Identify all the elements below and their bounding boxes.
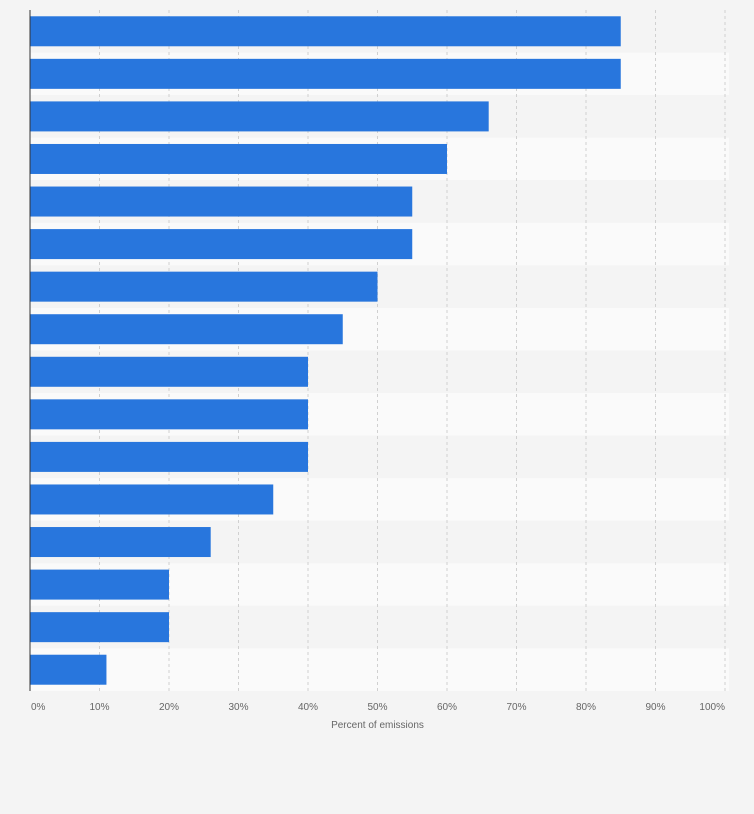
bar[interactable] bbox=[30, 399, 308, 430]
x-axis-title: Percent of emissions bbox=[331, 720, 424, 731]
bar[interactable] bbox=[30, 229, 413, 260]
x-tick-label: 10% bbox=[89, 702, 109, 713]
bar[interactable] bbox=[30, 101, 489, 132]
bar[interactable] bbox=[30, 356, 308, 387]
bar[interactable] bbox=[30, 654, 107, 685]
bar[interactable] bbox=[30, 441, 308, 472]
bar[interactable] bbox=[30, 527, 211, 558]
x-tick-label: 50% bbox=[367, 702, 387, 713]
bar[interactable] bbox=[30, 484, 274, 515]
bar[interactable] bbox=[30, 271, 378, 302]
bar[interactable] bbox=[30, 314, 343, 345]
x-tick-label: 40% bbox=[298, 702, 318, 713]
x-tick-label: 80% bbox=[576, 702, 596, 713]
bar[interactable] bbox=[30, 16, 621, 47]
x-tick-label: 20% bbox=[159, 702, 179, 713]
bars bbox=[30, 16, 621, 685]
bar[interactable] bbox=[30, 143, 447, 174]
x-tick-label: 90% bbox=[645, 702, 665, 713]
bar[interactable] bbox=[30, 569, 169, 600]
x-tick-label: 60% bbox=[437, 702, 457, 713]
row-band bbox=[30, 648, 729, 691]
x-tick-label: 70% bbox=[506, 702, 526, 713]
x-tick-label: 30% bbox=[228, 702, 248, 713]
x-tick-label: 0% bbox=[31, 702, 46, 713]
x-tick-labels: 0% 10% 20% 30% 40% 50% 60% 70% 80% 90% 100% bbox=[31, 702, 725, 713]
x-tick-label: 100% bbox=[699, 702, 725, 713]
bar[interactable] bbox=[30, 612, 169, 643]
bar[interactable] bbox=[30, 186, 413, 217]
bar[interactable] bbox=[30, 58, 621, 89]
